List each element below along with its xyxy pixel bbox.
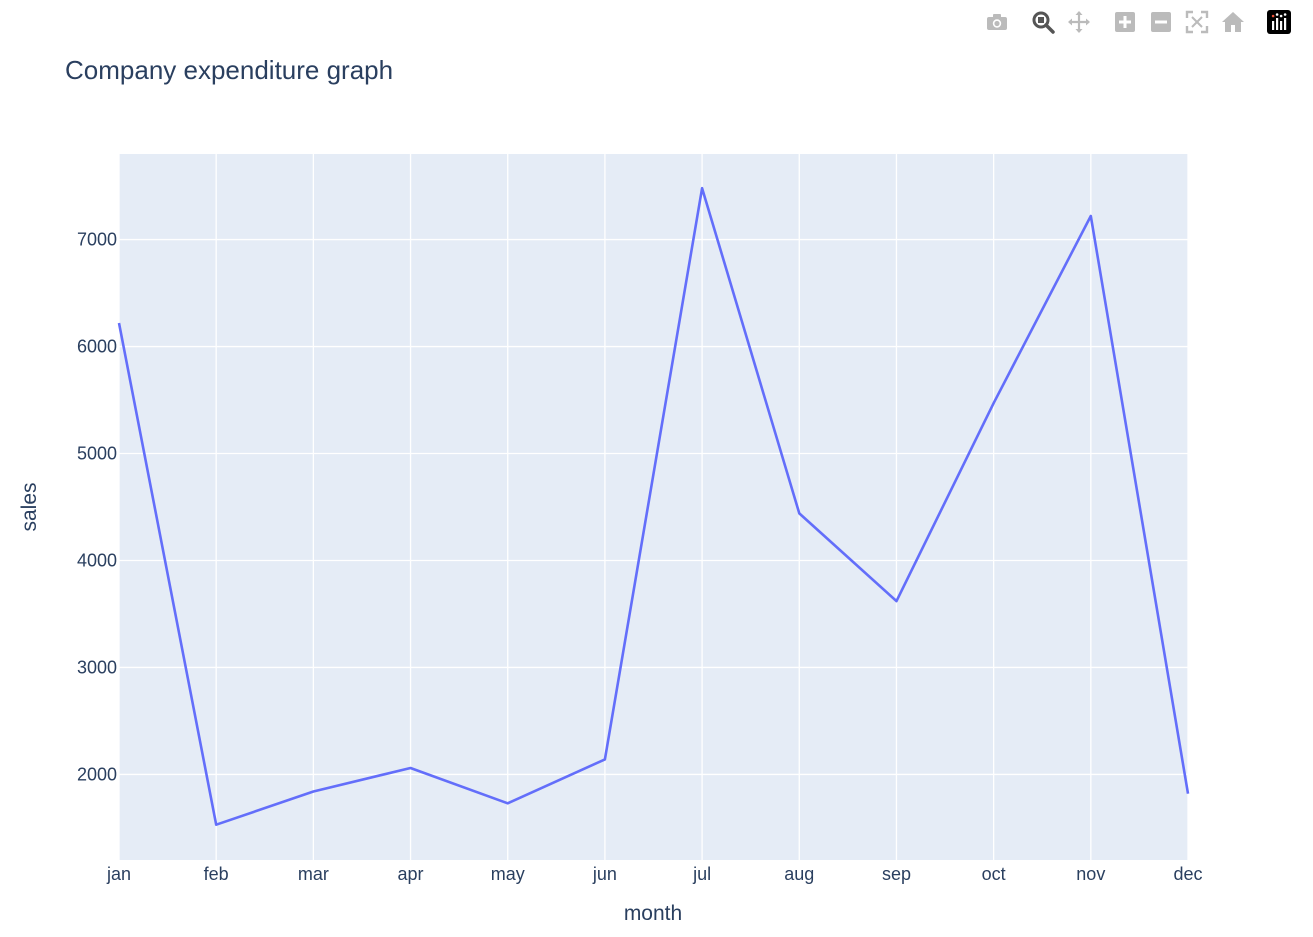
x-gridlines	[118, 154, 1189, 860]
zoom-in-icon	[1115, 12, 1135, 32]
y-tick-label: 6000	[77, 337, 117, 357]
autoscale-button[interactable]	[1182, 7, 1212, 37]
autoscale-icon	[1185, 10, 1209, 34]
pan-button[interactable]	[1064, 7, 1094, 37]
y-tick-label: 5000	[77, 444, 117, 464]
series-line	[117, 186, 1190, 826]
pan-icon	[1068, 11, 1090, 33]
zoom-icon	[1032, 11, 1055, 34]
download-plot-button[interactable]	[982, 7, 1012, 37]
x-tick-label: aug	[784, 864, 814, 884]
reset-axes-button[interactable]	[1218, 7, 1248, 37]
modebar	[982, 6, 1300, 38]
zoom-out-button[interactable]	[1146, 7, 1176, 37]
zoom-out-icon	[1151, 12, 1171, 32]
x-tick-labels: jan feb mar apr may jun jul aug sep oct nov dec	[106, 864, 1203, 884]
x-tick-label: jan	[106, 864, 131, 884]
x-tick-label: sep	[882, 864, 911, 884]
plot-area[interactable]	[119, 154, 1188, 860]
x-tick-label: apr	[398, 864, 424, 884]
reset-axes-icon	[1222, 12, 1244, 32]
x-tick-label: mar	[298, 864, 329, 884]
y-tick-labels: 2000 3000 4000 5000 6000 7000	[77, 230, 117, 785]
x-tick-label: jun	[592, 864, 617, 884]
zoom-button[interactable]	[1028, 7, 1058, 37]
plotly-logo-icon	[1267, 10, 1291, 34]
camera-icon	[987, 14, 1007, 30]
y-tick-label: 4000	[77, 550, 117, 570]
y-tick-label: 2000	[77, 764, 117, 784]
y-tick-label: 7000	[77, 230, 117, 250]
x-tick-label: oct	[982, 864, 1006, 884]
x-tick-label: dec	[1173, 864, 1202, 884]
x-tick-label: nov	[1076, 864, 1105, 884]
y-tick-label: 3000	[77, 657, 117, 677]
x-tick-label: feb	[204, 864, 229, 884]
x-tick-label: jul	[692, 864, 711, 884]
y-axis-title: sales	[18, 482, 41, 531]
zoom-in-button[interactable]	[1110, 7, 1140, 37]
plotly-logo-link[interactable]	[1264, 7, 1294, 37]
y-gridlines	[119, 238, 1188, 776]
x-axis-title: month	[624, 902, 682, 925]
chart-title: Company expenditure graph	[65, 55, 393, 85]
x-tick-label: may	[491, 864, 525, 884]
